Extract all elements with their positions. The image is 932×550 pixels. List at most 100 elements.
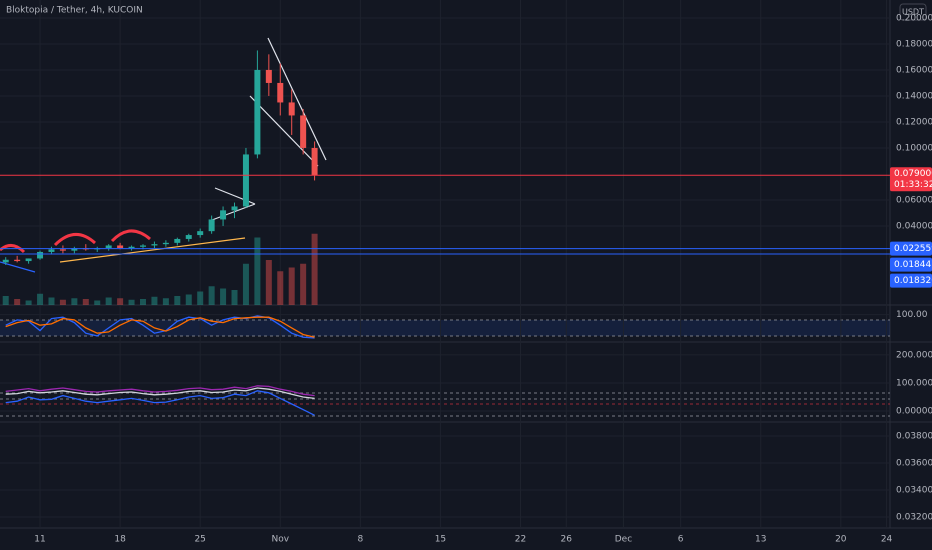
volume-bar	[105, 297, 112, 305]
chart-title: Bloktopia / Tether, 4h, KUCOIN	[6, 6, 143, 16]
volume-bar	[59, 299, 66, 305]
candle-body	[162, 242, 169, 245]
volume-bar	[277, 271, 284, 305]
volume-bar	[37, 293, 44, 305]
volume-bar	[139, 299, 146, 305]
price-label-box	[890, 167, 932, 192]
x-tick-label: 15	[435, 535, 446, 545]
volume-bar	[254, 237, 261, 305]
x-tick-label: 11	[34, 535, 45, 545]
candle-body	[185, 235, 192, 239]
candle-body	[265, 69, 272, 83]
price-label: 0.018447	[894, 260, 932, 270]
volume-bar	[174, 296, 181, 305]
y-tick-label: 100.00	[896, 310, 928, 320]
candle-body	[37, 251, 44, 259]
volume-bar	[71, 298, 78, 305]
currency-button[interactable]	[899, 3, 927, 21]
price-label-box	[890, 257, 932, 272]
volume-bar	[151, 296, 158, 305]
x-tick-label: 18	[114, 535, 126, 545]
candle-body	[151, 244, 158, 246]
volume-bar	[117, 298, 124, 305]
volume-bar	[220, 288, 227, 305]
band	[0, 320, 890, 336]
candle-body	[311, 147, 318, 176]
candle-body	[231, 206, 238, 211]
trendline	[249, 95, 319, 167]
x-tick-label: Dec	[615, 535, 632, 545]
indicator-line	[5, 385, 315, 397]
x-tick-label: 24	[881, 535, 893, 545]
volume-bar	[48, 297, 55, 305]
volume-bar	[288, 267, 295, 305]
currency[interactable]: USDT	[902, 8, 924, 17]
candle-body	[59, 249, 66, 251]
x-tick-label: 22	[515, 535, 526, 545]
candle-body	[242, 154, 249, 207]
countdown: 01:33:32	[894, 180, 932, 190]
candle-body	[117, 245, 124, 249]
price-label: 0.018326	[894, 276, 932, 286]
arc	[110, 229, 151, 243]
volume-bar	[208, 286, 215, 305]
volume-bar	[231, 290, 238, 305]
indicator-line	[5, 390, 315, 416]
indicator-line	[5, 316, 315, 338]
candle-body	[2, 259, 9, 263]
volume-bar	[14, 299, 21, 305]
candle-body	[71, 248, 78, 251]
volume-bar	[2, 296, 9, 305]
candle-body	[277, 82, 284, 103]
volume-bar	[242, 263, 249, 305]
candle-body	[208, 219, 215, 232]
candle-body	[139, 245, 146, 247]
x-tick-label: 25	[194, 535, 205, 545]
candle-body	[174, 238, 181, 243]
y-tick-label: 0.032000	[896, 513, 932, 523]
x-tick-label: 6	[678, 535, 684, 545]
candle-body	[197, 231, 204, 236]
volume-bar	[265, 260, 272, 305]
volume-bar	[162, 298, 169, 305]
candle-body	[254, 69, 261, 155]
x-tick-label: 13	[755, 535, 766, 545]
indicator-line	[5, 387, 315, 400]
trendline	[211, 203, 256, 221]
x-tick-label: 26	[561, 535, 573, 545]
price-label-box	[890, 273, 932, 288]
volume-bar	[185, 294, 192, 305]
candle-body	[14, 259, 21, 262]
volume-bar	[128, 299, 135, 305]
trendline	[59, 237, 246, 263]
volume-bar	[25, 300, 32, 305]
price-label-box	[890, 241, 932, 256]
candle-body	[220, 210, 227, 220]
volume-bar	[197, 291, 204, 305]
candle-body	[300, 115, 307, 148]
price-label: 0.022559	[894, 244, 932, 254]
volume-bar	[311, 233, 318, 305]
y-tick-label: 0.040000	[896, 221, 932, 231]
candle-body	[128, 246, 135, 249]
candle-body	[288, 102, 295, 116]
candle-body	[48, 249, 55, 252]
x-tick-label: 20	[835, 535, 847, 545]
trendline	[267, 37, 327, 161]
volume-bar	[300, 263, 307, 305]
volume-bar	[82, 299, 89, 305]
